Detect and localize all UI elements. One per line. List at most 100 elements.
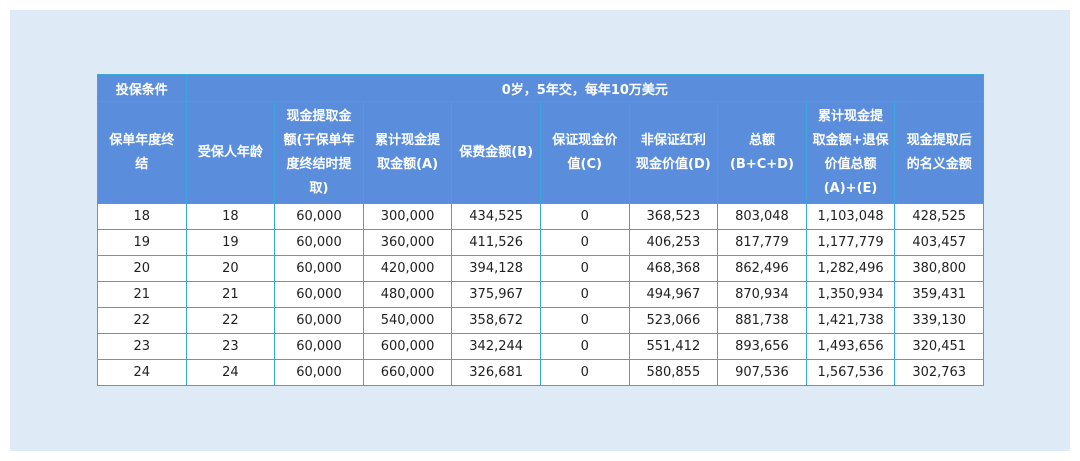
- data-cell: 22: [185, 307, 276, 334]
- header-cell: 总额 (B+C+D): [717, 101, 807, 204]
- header-line: 结: [135, 156, 149, 172]
- data-cell: 60,000: [274, 307, 364, 334]
- data-cell: 406,253: [628, 229, 719, 256]
- data-cell: 60,000: [274, 203, 364, 230]
- data-cell: 380,800: [894, 255, 985, 282]
- header-line: (A)+(E): [823, 180, 878, 196]
- data-cell: 494,967: [628, 281, 719, 308]
- header-cell: 受保人年龄: [185, 101, 276, 204]
- header-line: 价值总额: [824, 156, 877, 172]
- data-cell: 368,523: [628, 203, 719, 230]
- header-cell: 累计现金提 取金额+退保 价值总额 (A)+(E): [805, 101, 896, 204]
- header-line: 取): [309, 180, 329, 196]
- header-line: 现金提取后: [906, 132, 972, 148]
- data-cell: 60,000: [274, 255, 364, 282]
- data-cell: 22: [97, 307, 187, 334]
- header-line: 累计现金提: [375, 132, 441, 148]
- header-line: 保费金额(B): [459, 144, 534, 160]
- data-cell: 870,934: [717, 281, 807, 308]
- data-cell: 881,738: [717, 307, 807, 334]
- data-cell: 428,525: [894, 203, 985, 230]
- data-cell: 339,130: [894, 307, 985, 334]
- data-cell: 21: [185, 281, 276, 308]
- header-line: 保证现金价: [552, 132, 618, 148]
- header-line: 的名义金额: [906, 156, 972, 172]
- data-cell: 0: [539, 333, 630, 360]
- data-cell: 468,368: [628, 255, 719, 282]
- header-line: 度终结时提: [286, 156, 352, 172]
- data-cell: 326,681: [451, 359, 541, 386]
- data-cell: 0: [539, 203, 630, 230]
- data-cell: 1,493,656: [805, 333, 896, 360]
- header-line: 额(于保单年: [283, 132, 355, 148]
- data-cell: 18: [185, 203, 276, 230]
- data-cell: 20: [97, 255, 187, 282]
- header-line: (B+C+D): [729, 156, 794, 172]
- data-cell: 359,431: [894, 281, 985, 308]
- data-row: 23 23 60,000 600,000 342,244 0 551,412 893,656 1…: [97, 333, 985, 360]
- data-cell: 19: [97, 229, 187, 256]
- data-cell: 1,282,496: [805, 255, 896, 282]
- data-cell: 300,000: [362, 203, 453, 230]
- data-cell: 60,000: [274, 281, 364, 308]
- data-cell: 862,496: [717, 255, 807, 282]
- data-cell: 907,536: [717, 359, 807, 386]
- data-cell: 24: [185, 359, 276, 386]
- data-cell: 1,350,934: [805, 281, 896, 308]
- data-row: 19 19 60,000 360,000 411,526 0 406,253 817,779 1…: [97, 229, 985, 256]
- data-cell: 1,421,738: [805, 307, 896, 334]
- title-row: 投保条件 0岁，5年交，每年10万美元: [97, 74, 985, 102]
- data-cell: 0: [539, 359, 630, 386]
- data-cell: 0: [539, 229, 630, 256]
- data-cell: 0: [539, 307, 630, 334]
- header-line: 取金额(A): [377, 156, 439, 172]
- data-cell: 523,066: [628, 307, 719, 334]
- header-line: 非保证红利: [640, 132, 706, 148]
- data-cell: 540,000: [362, 307, 453, 334]
- data-cell: 302,763: [894, 359, 985, 386]
- header-line: 现金价值(D): [636, 156, 711, 172]
- data-row: 22 22 60,000 540,000 358,672 0 523,066 881,738 1…: [97, 307, 985, 334]
- data-cell: 660,000: [362, 359, 453, 386]
- data-cell: 18: [97, 203, 187, 230]
- data-cell: 480,000: [362, 281, 453, 308]
- header-line: 值(C): [567, 156, 602, 172]
- header-row: 保单年度终结受保人年龄 现金提取金 额(于保单年 度终结时提 取) 累计现金提 取金额(A)…: [97, 101, 985, 204]
- data-cell: 411,526: [451, 229, 541, 256]
- data-cell: 60,000: [274, 229, 364, 256]
- data-cell: 0: [539, 281, 630, 308]
- header-cell: 保单年度终结: [97, 101, 187, 204]
- data-cell: 358,672: [451, 307, 541, 334]
- data-cell: 600,000: [362, 333, 453, 360]
- data-cell: 60,000: [274, 359, 364, 386]
- data-cell: 580,855: [628, 359, 719, 386]
- data-cell: 403,457: [894, 229, 985, 256]
- data-cell: 803,048: [717, 203, 807, 230]
- data-cell: 551,412: [628, 333, 719, 360]
- header-line: 受保人年龄: [197, 144, 263, 160]
- header-cell: 非保证红利现金价值(D): [628, 101, 719, 204]
- header-cell: 累计现金提取金额(A): [362, 101, 453, 204]
- data-cell: 375,967: [451, 281, 541, 308]
- table-body: 投保条件 0岁，5年交，每年10万美元 保单年度终结受保人年龄 现金提取金 额(于保单年…: [97, 74, 985, 386]
- data-row: 20 20 60,000 420,000 394,128 0 468,368 862,496 1…: [97, 255, 985, 282]
- data-cell: 60,000: [274, 333, 364, 360]
- data-cell: 23: [185, 333, 276, 360]
- data-cell: 434,525: [451, 203, 541, 230]
- header-line: 保单年度终: [109, 132, 175, 148]
- data-cell: 24: [97, 359, 187, 386]
- header-line: 取金额+退保: [812, 132, 889, 148]
- data-cell: 394,128: [451, 255, 541, 282]
- data-row: 18 18 60,000 300,000 434,525 0 368,523 803,048 1…: [97, 203, 985, 230]
- header-cell: 现金提取金额(于保单年 度终结时提取): [274, 101, 364, 204]
- data-cell: 20: [185, 255, 276, 282]
- data-cell: 1,567,536: [805, 359, 896, 386]
- header-cell: 保证现金价值(C): [539, 101, 630, 204]
- data-cell: 893,656: [717, 333, 807, 360]
- data-cell: 320,451: [894, 333, 985, 360]
- header-line: 现金提取金: [286, 108, 352, 124]
- data-row: 21 21 60,000 480,000 375,967 0 494,967 870,934 1…: [97, 281, 985, 308]
- data-cell: 23: [97, 333, 187, 360]
- data-cell: 420,000: [362, 255, 453, 282]
